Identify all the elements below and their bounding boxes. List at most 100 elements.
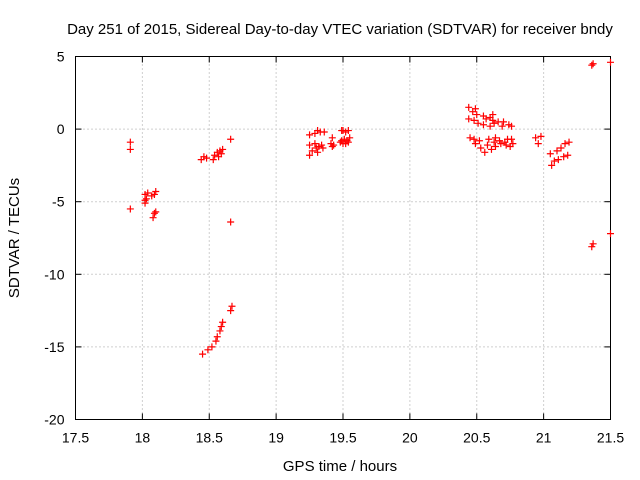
data-point <box>502 141 510 149</box>
data-point <box>607 58 614 66</box>
data-point <box>534 140 542 148</box>
y-tick-label: -5 <box>52 194 65 210</box>
data-point <box>487 145 495 153</box>
data-point <box>509 140 517 148</box>
data-point <box>497 140 505 148</box>
data-point <box>607 230 614 238</box>
chart-title: Day 251 of 2015, Sidereal Day-to-day VTE… <box>67 21 613 38</box>
axis-ticks: 17.5 18 18.5 19 19.5 20 20.5 21 21.5 5 0 -5 -10 -15 -2… <box>44 49 624 446</box>
data-point <box>532 134 540 142</box>
x-tick-label: 20 <box>402 430 418 446</box>
x-tick-label: 17.5 <box>62 430 89 446</box>
x-tick-label: 20.5 <box>463 430 490 446</box>
data-point <box>465 103 473 111</box>
data-point <box>306 131 314 139</box>
data-point <box>485 135 493 143</box>
y-axis-label: SDTVAR / TECUs <box>6 178 23 298</box>
data-point <box>470 135 478 143</box>
data-point <box>227 307 235 315</box>
data-point <box>308 147 316 155</box>
data-point <box>149 214 157 222</box>
data-point <box>474 119 482 127</box>
data-point <box>216 327 224 335</box>
data-point <box>548 161 556 169</box>
data-points <box>126 58 614 358</box>
data-point <box>589 240 597 248</box>
data-point <box>227 135 235 143</box>
data-point <box>199 350 207 358</box>
data-point <box>491 134 499 142</box>
data-point <box>320 128 328 136</box>
data-point <box>483 141 491 149</box>
data-point <box>508 122 516 130</box>
data-point <box>475 137 483 145</box>
data-point <box>150 209 158 217</box>
data-point <box>142 195 150 203</box>
data-point <box>486 122 494 130</box>
data-point <box>330 141 338 149</box>
data-point <box>490 119 498 127</box>
y-tick-label: -20 <box>44 412 64 428</box>
data-point <box>564 151 572 159</box>
data-point <box>554 156 562 164</box>
data-point <box>306 151 314 159</box>
data-point <box>203 154 211 162</box>
y-tick-label: -15 <box>44 339 64 355</box>
data-point <box>126 145 134 153</box>
data-point <box>546 150 554 158</box>
data-point <box>227 218 235 226</box>
y-tick-label: 0 <box>57 121 65 137</box>
data-point <box>482 115 490 123</box>
x-tick-label: 19.5 <box>329 430 356 446</box>
data-point <box>471 140 479 148</box>
x-tick-label: 21.5 <box>597 430 624 446</box>
data-point <box>490 138 498 146</box>
data-point <box>346 134 354 142</box>
data-point <box>314 148 322 156</box>
data-point <box>344 138 352 146</box>
data-point <box>217 323 225 331</box>
data-point <box>565 138 573 146</box>
x-axis-label: GPS time / hours <box>283 458 397 475</box>
data-point <box>141 199 149 207</box>
data-point <box>588 61 596 69</box>
data-point <box>491 143 499 151</box>
data-point <box>126 205 134 213</box>
data-point <box>550 157 558 165</box>
data-point <box>553 147 561 155</box>
data-point <box>481 148 489 156</box>
data-point <box>152 188 160 196</box>
data-point <box>212 337 220 345</box>
data-point <box>152 208 160 216</box>
data-point <box>217 150 225 158</box>
x-tick-label: 18 <box>135 430 151 446</box>
data-point <box>589 60 597 68</box>
data-point <box>473 111 481 119</box>
data-point <box>126 138 134 146</box>
data-point <box>204 346 212 354</box>
data-point <box>213 333 221 341</box>
data-point <box>498 122 506 130</box>
y-tick-label: -10 <box>44 266 64 282</box>
data-point <box>344 127 352 135</box>
data-point <box>319 144 327 152</box>
data-point <box>219 318 227 326</box>
data-point <box>470 116 478 124</box>
x-tick-label: 19 <box>268 430 284 446</box>
plot-frame <box>75 56 611 420</box>
data-point <box>311 140 319 148</box>
grid-lines <box>75 56 611 420</box>
data-point <box>328 134 336 142</box>
data-point <box>471 105 479 113</box>
data-point <box>208 343 216 351</box>
data-point <box>466 134 474 142</box>
x-tick-label: 21 <box>536 430 552 446</box>
data-point <box>465 115 473 123</box>
data-point <box>557 144 565 152</box>
data-point <box>477 144 485 152</box>
data-point <box>219 145 227 153</box>
data-point <box>228 302 236 310</box>
data-point <box>537 132 545 140</box>
data-point <box>328 143 336 151</box>
